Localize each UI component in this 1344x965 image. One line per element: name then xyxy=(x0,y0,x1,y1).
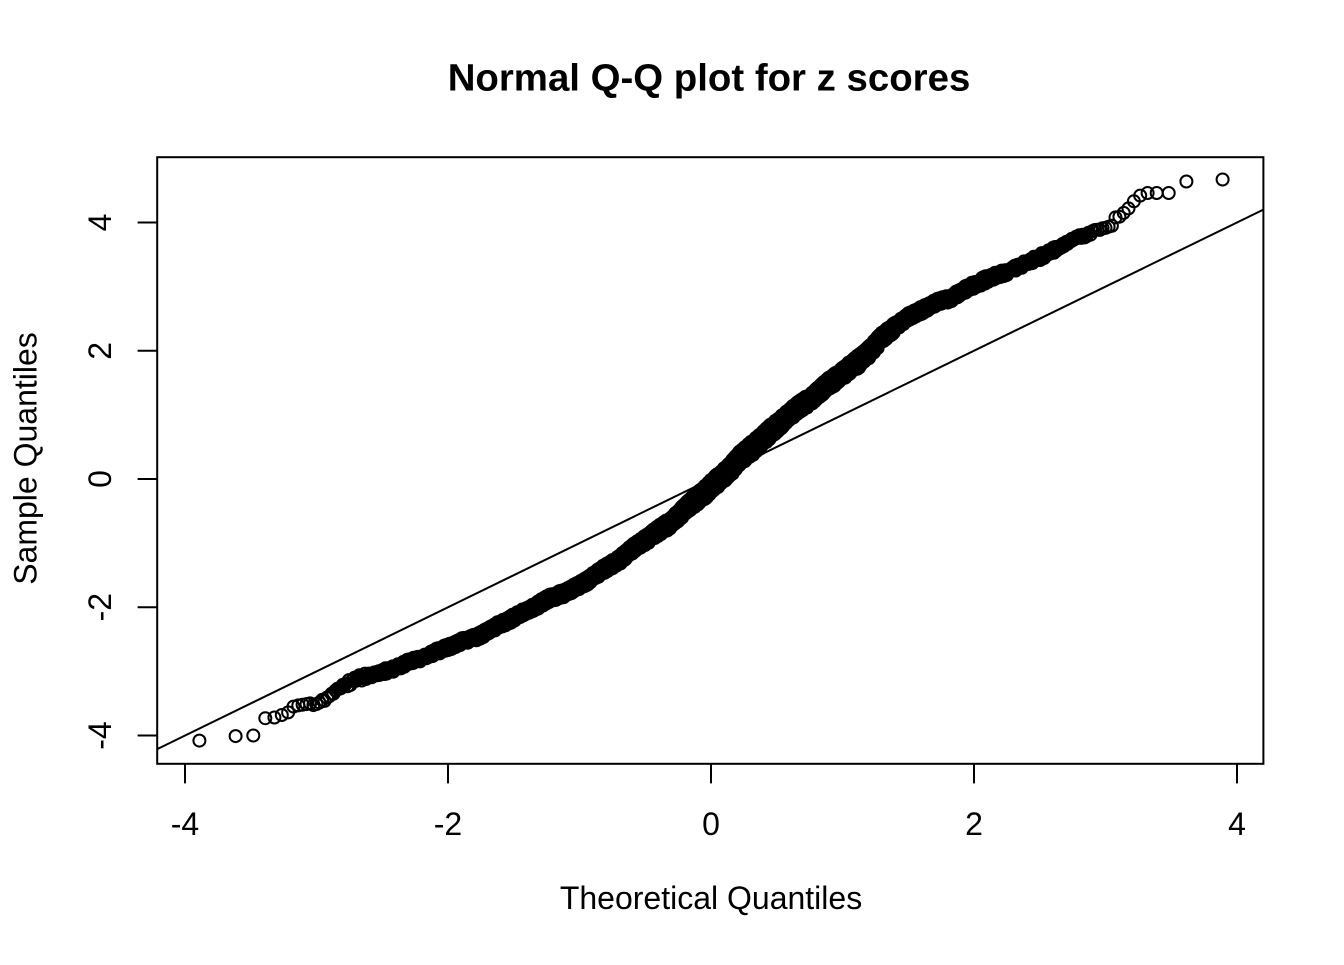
svg-text:Sample Quantiles: Sample Quantiles xyxy=(8,332,44,585)
svg-text:0: 0 xyxy=(82,470,118,488)
svg-text:2: 2 xyxy=(965,806,983,842)
svg-text:4: 4 xyxy=(1228,806,1246,842)
svg-text:Normal Q-Q plot for z scores: Normal Q-Q plot for z scores xyxy=(448,56,971,99)
svg-text:-2: -2 xyxy=(434,806,462,842)
svg-text:2: 2 xyxy=(82,342,118,360)
svg-text:-4: -4 xyxy=(171,806,199,842)
svg-text:-2: -2 xyxy=(82,593,118,621)
svg-text:-4: -4 xyxy=(82,721,118,749)
svg-text:Theoretical Quantiles: Theoretical Quantiles xyxy=(560,880,862,916)
svg-text:0: 0 xyxy=(702,806,720,842)
svg-text:4: 4 xyxy=(82,214,118,232)
